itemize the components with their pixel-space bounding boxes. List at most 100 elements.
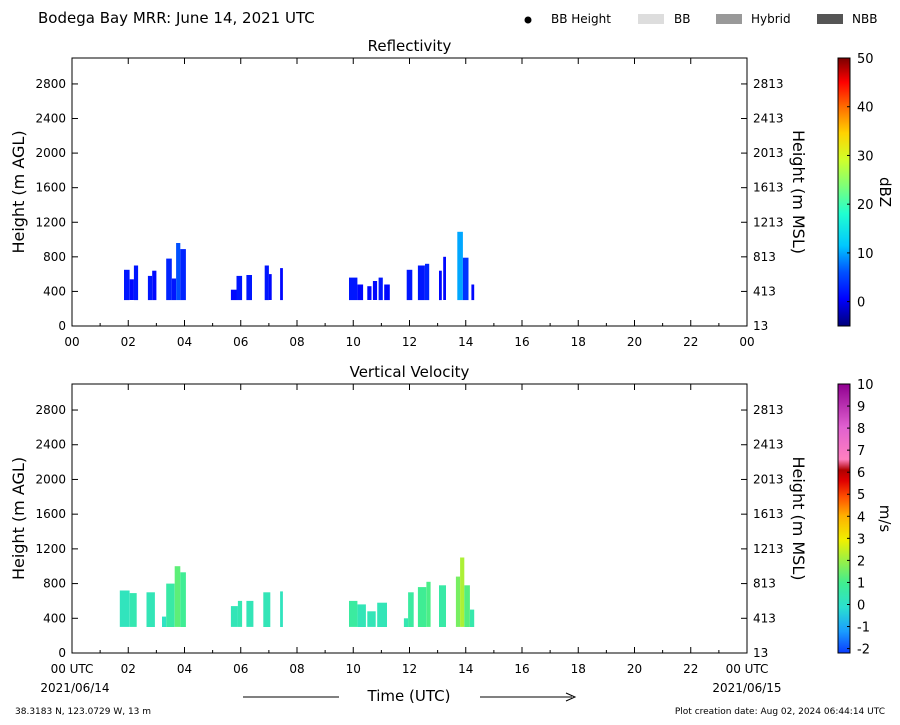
velocity-x-tick-label: 14: [458, 662, 473, 676]
legend-bb-swatch: [638, 14, 664, 24]
reflectivity-colorbar-tick-label: 30: [857, 149, 874, 164]
velocity-y-axis-title-right: Height (m MSL): [789, 456, 808, 580]
velocity-colorbar-tick-label: 8: [857, 422, 865, 437]
reflectivity-y-tick-label: 800: [43, 250, 66, 264]
reflectivity-x-tick-label: 00: [64, 335, 79, 349]
reflectivity-y-tick-label-right: 13: [753, 319, 768, 333]
velocity-echo-column-1: [129, 593, 137, 627]
reflectivity-y-axis-title-right: Height (m MSL): [789, 130, 808, 254]
velocity-y-tick-label-right: 1213: [753, 542, 784, 556]
velocity-echo-column-17: [408, 592, 414, 627]
reflectivity-y-tick-label-right: 2413: [753, 112, 784, 126]
reflectivity-echo-column-0: [124, 269, 130, 301]
reflectivity-echo-column-6: [171, 278, 176, 301]
reflectivity-x-tick-label: 08: [289, 335, 304, 349]
reflectivity-y-tick-label-right: 813: [753, 250, 776, 264]
reflectivity-colorbar-tick-label: 0: [857, 296, 865, 311]
velocity-colorbar-tick-label: 10: [857, 378, 874, 393]
velocity-y-tick-label: 2000: [35, 472, 66, 486]
reflectivity-echo-column-1: [129, 279, 134, 300]
velocity-colorbar: [837, 383, 851, 654]
x-axis-title: Time (UTC): [367, 687, 451, 705]
reflectivity-echo-column-18: [372, 281, 378, 300]
velocity-y-tick-label-right: 2013: [753, 472, 784, 486]
velocity-x-tick-label: 06: [233, 662, 248, 676]
velocity-x-tick-label: 22: [683, 662, 698, 676]
velocity-echo-column-0: [119, 590, 130, 627]
velocity-echo-column-18: [417, 587, 427, 627]
creation-date-text: Plot creation date: Aug 02, 2024 06:44:1…: [675, 707, 885, 717]
reflectivity-colorbar-tick-label: 40: [857, 101, 874, 116]
reflectivity-x-tick-label: 20: [627, 335, 642, 349]
velocity-echo-column-8: [237, 600, 243, 627]
reflectivity-y-tick-label: 1600: [35, 181, 66, 195]
velocity-y-tick-label: 2400: [35, 438, 66, 452]
reflectivity-x-tick-label: 14: [458, 335, 473, 349]
velocity-echo-column-20: [439, 585, 446, 627]
velocity-y-tick-label-right: 413: [753, 611, 776, 625]
reflectivity-y-tick-label: 2800: [35, 77, 66, 91]
velocity-x-tick-label: 12: [402, 662, 417, 676]
reflectivity-colorbar-tick-label: 20: [857, 198, 874, 213]
velocity-y-tick-label: 1600: [35, 507, 66, 521]
legend-hybrid-swatch: [716, 14, 742, 24]
velocity-x-tick-label: 18: [571, 662, 586, 676]
reflectivity-echo-column-3: [147, 275, 153, 301]
reflectivity-x-tick-label: 12: [402, 335, 417, 349]
reflectivity-x-tick-label: 16: [514, 335, 529, 349]
velocity-y-tick-label-right: 813: [753, 577, 776, 591]
reflectivity-echo-column-23: [425, 263, 430, 301]
velocity-title: Vertical Velocity: [350, 363, 470, 381]
velocity-colorbar-tick-label: -2: [857, 643, 870, 658]
time-arrow-head: [565, 692, 577, 702]
legend-bb-height-label: BB Height: [551, 12, 611, 26]
reflectivity-x-tick-label: 18: [571, 335, 586, 349]
velocity-x-tick-label: 20: [627, 662, 642, 676]
reflectivity-y-tick-label-right: 2013: [753, 146, 784, 160]
reflectivity-echo-column-26: [457, 231, 463, 301]
velocity-echo-column-15: [377, 602, 387, 627]
end-date-label: 2021/06/15: [712, 681, 781, 695]
reflectivity-echo-column-2: [133, 265, 139, 301]
velocity-colorbar-tick-label: 2: [857, 554, 865, 569]
legend-nbb-label: NBB: [852, 12, 877, 26]
reflectivity-x-tick-label: 04: [177, 335, 192, 349]
velocity-x-tick-label: 16: [514, 662, 529, 676]
reflectivity-echo-column-8: [180, 249, 186, 301]
velocity-y-tick-label: 0: [58, 646, 66, 660]
velocity-echo-column-10: [263, 592, 271, 627]
reflectivity-y-tick-label: 1200: [35, 215, 66, 229]
velocity-colorbar-tick-label: 3: [857, 532, 865, 547]
reflectivity-y-tick-label-right: 413: [753, 284, 776, 298]
reflectivity-echo-column-11: [246, 275, 252, 301]
velocity-colorbar-tick-label: 1: [857, 576, 865, 591]
velocity-echo-column-21: [455, 576, 461, 627]
velocity-y-tick-label-right: 2413: [753, 438, 784, 452]
reflectivity-x-tick-label: 00: [739, 335, 754, 349]
velocity-colorbar-tick-label: 6: [857, 466, 865, 481]
velocity-x-tick-label: 00 UTC: [51, 662, 94, 676]
reflectivity-echo-column-9: [230, 289, 237, 301]
reflectivity-echo-column-19: [378, 277, 383, 301]
reflectivity-y-tick-label-right: 1213: [753, 215, 784, 229]
velocity-y-tick-label: 800: [43, 577, 66, 591]
velocity-y-tick-label: 2800: [35, 403, 66, 417]
velocity-colorbar-tick-label: -1: [857, 621, 870, 636]
velocity-x-tick-label: 08: [289, 662, 304, 676]
reflectivity-x-tick-label: 06: [233, 335, 248, 349]
velocity-y-axis-title: Height (m AGL): [9, 457, 28, 580]
reflectivity-echo-column-5: [166, 258, 172, 301]
legend-hybrid-label: Hybrid: [751, 12, 791, 26]
velocity-y-tick-label-right: 2813: [753, 403, 784, 417]
reflectivity-echo-column-13: [268, 274, 272, 300]
velocity-colorbar-title: m/s: [876, 505, 894, 533]
velocity-echo-column-23: [464, 585, 470, 627]
velocity-y-tick-label-right: 1613: [753, 507, 784, 521]
velocity-colorbar-tick-label: 4: [857, 510, 865, 525]
velocity-echo-column-4: [166, 583, 175, 627]
velocity-echo-column-9: [246, 600, 254, 627]
reflectivity-echo-column-21: [406, 269, 413, 301]
velocity-y-tick-label-right: 13: [753, 646, 768, 660]
velocity-echo-column-11: [280, 591, 283, 627]
